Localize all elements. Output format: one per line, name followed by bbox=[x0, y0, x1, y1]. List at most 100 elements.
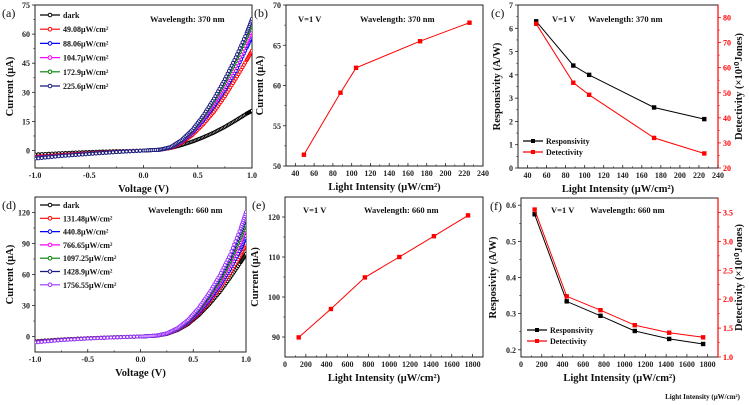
data-point bbox=[69, 337, 74, 342]
panel-label: (f) bbox=[490, 199, 502, 213]
y-tick-label: 6 bbox=[509, 24, 513, 33]
y-tick-label: 45 bbox=[22, 59, 30, 68]
x-tick-label: 600 bbox=[577, 360, 589, 369]
data-point bbox=[532, 207, 537, 212]
data-point bbox=[80, 152, 85, 157]
y-tick-label: 0.5 bbox=[506, 237, 516, 246]
y-tick-label: 2 bbox=[509, 117, 513, 126]
x-tick-label: 0.0 bbox=[139, 171, 149, 180]
legend-marker bbox=[47, 242, 53, 248]
y2-tick-label: 30 bbox=[723, 139, 731, 148]
series-1756-55-w-cm- bbox=[35, 210, 246, 345]
x-tick-label: 80 bbox=[562, 171, 570, 180]
y-axis-label: Current (μA) bbox=[255, 55, 266, 115]
series-detectivity bbox=[533, 21, 707, 156]
data-point bbox=[77, 152, 82, 157]
y-tick-label: 0 bbox=[26, 147, 30, 156]
data-point bbox=[104, 150, 109, 155]
legend-marker bbox=[531, 139, 535, 143]
x-tick-label: 100 bbox=[579, 171, 591, 180]
plot-area bbox=[35, 17, 252, 161]
data-point bbox=[250, 108, 252, 113]
x-tick-label: -0.5 bbox=[81, 355, 94, 364]
y2-tick-label: 20 bbox=[723, 164, 731, 173]
x-tick-label: 1800 bbox=[700, 360, 716, 369]
x-tick-label: 1600 bbox=[679, 360, 695, 369]
bias-annotation: V=1 V bbox=[298, 14, 322, 24]
y2-tick-label: 2.5 bbox=[723, 266, 733, 275]
x-tick-label: 400 bbox=[321, 360, 333, 369]
legend-marker bbox=[47, 26, 53, 32]
data-point bbox=[66, 337, 70, 342]
x-tick-label: 120 bbox=[598, 171, 610, 180]
data-point bbox=[85, 336, 90, 341]
x-tick-label: 160 bbox=[402, 169, 414, 178]
data-point bbox=[98, 336, 103, 340]
data-point bbox=[90, 151, 95, 156]
data-point bbox=[237, 46, 242, 51]
panel-label: (d) bbox=[2, 198, 16, 212]
data-point bbox=[250, 17, 252, 21]
data-point bbox=[46, 339, 51, 344]
data-point bbox=[666, 336, 672, 342]
x-tick-label: 1.0 bbox=[247, 171, 257, 180]
x-tick-label: 1200 bbox=[402, 360, 418, 369]
series-line bbox=[535, 20, 705, 120]
legend-label: 225.6μW/cm² bbox=[63, 82, 109, 91]
panel-b: 40 60 80 100 120 140 160 180 200 220 240 50 55 60 65 70… bbox=[254, 1, 489, 193]
legend-label: 1756.55μW/cm² bbox=[63, 281, 117, 290]
legend: dark 131.48μW/cm² 440.8μW/cm² 766.65μW/cm² 1… bbox=[40, 201, 117, 290]
panel-a: -1.0 -0.5 0.0 0.5 1.0 0 15 30 45 60 75 Voltage (V) C… bbox=[2, 1, 257, 195]
x-tick-label: -1.0 bbox=[29, 355, 42, 364]
x-axis-label: Light Intensity (μW/cm²) bbox=[328, 182, 441, 193]
data-point bbox=[241, 37, 246, 42]
legend-label: 172.9μW/cm² bbox=[63, 68, 109, 77]
plot-area bbox=[301, 20, 472, 157]
y-tick-label: 7 bbox=[509, 1, 513, 10]
y-tick-label: 65 bbox=[273, 41, 281, 50]
data-point bbox=[353, 65, 359, 70]
series-line bbox=[534, 214, 704, 345]
data-point bbox=[39, 339, 44, 344]
data-point bbox=[666, 330, 672, 335]
data-point bbox=[328, 306, 334, 312]
bias-annotation: V=1 V bbox=[552, 14, 576, 24]
legend: dark 49.08μW/cm² 88.06μW/cm² 104.7μW/cm² 172… bbox=[40, 11, 109, 91]
x-tick-label: 240 bbox=[477, 169, 489, 178]
data-point bbox=[397, 254, 402, 260]
y-axis-label: Current (μA) bbox=[5, 56, 16, 116]
wavelength-annotation: Wavelength: 370 nm bbox=[150, 14, 225, 24]
y2-axis-label: Detectivity (×10¹⁰Jones) bbox=[733, 33, 745, 140]
data-point bbox=[700, 341, 706, 347]
data-point bbox=[465, 213, 471, 218]
x-tick-label: 220 bbox=[458, 169, 470, 178]
x-tick-label: 1.0 bbox=[241, 355, 251, 364]
y-axis-label: Current (μA) bbox=[250, 247, 261, 307]
data-point bbox=[43, 155, 48, 160]
y2-tick-label: 3.5 bbox=[723, 208, 733, 217]
legend-label: dark bbox=[63, 201, 80, 210]
data-point bbox=[94, 151, 98, 156]
legend-label: 1428.9μW/cm² bbox=[63, 268, 113, 277]
y-tick-label: 50 bbox=[273, 162, 281, 171]
data-point bbox=[59, 338, 64, 343]
legend-marker bbox=[47, 202, 53, 208]
y-tick-label: 90 bbox=[22, 240, 30, 249]
data-point bbox=[36, 340, 41, 345]
x-tick-label: 180 bbox=[655, 171, 667, 180]
y-tick-label: 0.6 bbox=[506, 201, 516, 210]
x-tick-label: 1800 bbox=[465, 360, 481, 369]
data-point bbox=[87, 152, 92, 156]
x-tick-label: 140 bbox=[383, 169, 395, 178]
panel-e: 0 200 400 600 800 1000 1200 1400 1600 1800 90 100 11… bbox=[250, 196, 484, 384]
data-point bbox=[240, 40, 245, 45]
data-point bbox=[533, 19, 539, 24]
panel-label: (a) bbox=[2, 6, 15, 20]
data-point bbox=[228, 252, 233, 257]
data-point bbox=[250, 48, 252, 53]
data-point bbox=[42, 339, 47, 344]
y-axis-label: Responsivity (A/W) bbox=[492, 42, 503, 130]
data-point bbox=[79, 337, 84, 341]
data-point bbox=[564, 299, 569, 304]
plot-area bbox=[35, 210, 246, 345]
